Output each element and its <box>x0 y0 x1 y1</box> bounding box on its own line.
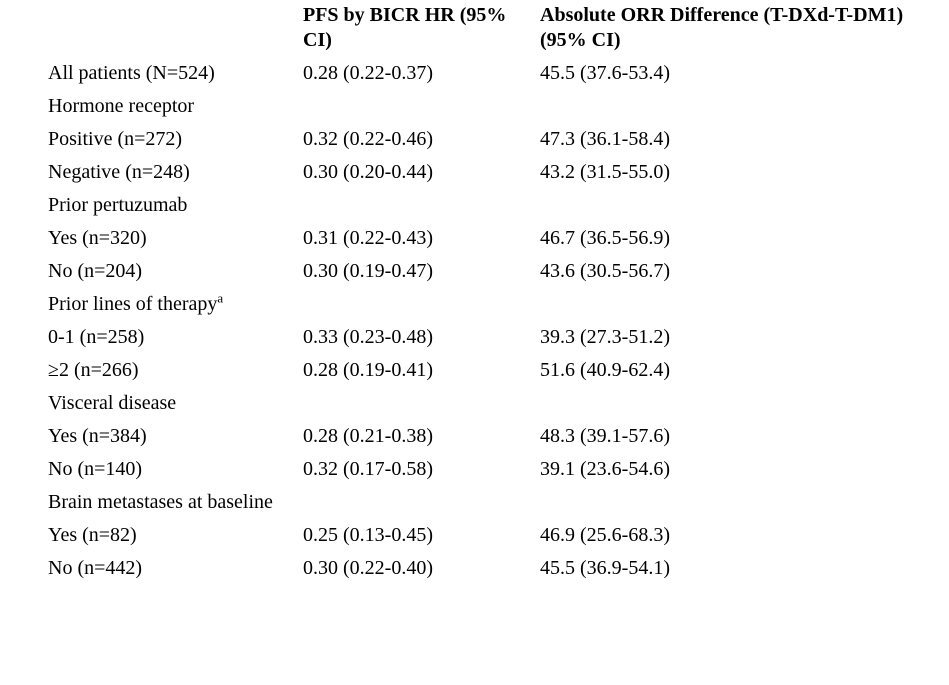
table-row: Prior lines of therapya <box>48 290 940 325</box>
orr-value-cell: 47.3 (36.1-58.4) <box>540 128 670 150</box>
pfs-value-cell <box>303 490 540 523</box>
table-row: Negative (n=248) 0.30 (0.20-0.44) 43.2 (… <box>48 160 940 193</box>
table-row: Hormone receptor <box>48 94 940 127</box>
row-label: Visceral disease <box>48 392 177 414</box>
orr-value-cell: 43.6 (30.5-56.7) <box>540 260 670 282</box>
row-label-cell: All patients (N=524) <box>48 61 303 94</box>
row-label-cell: No (n=442) <box>48 556 303 589</box>
pfs-value-cell: 0.28 (0.19-0.41) <box>303 359 433 381</box>
table-row: No (n=442) 0.30 (0.22-0.40) 45.5 (36.9-5… <box>48 556 940 589</box>
orr-value-cell: 51.6 (40.9-62.4) <box>540 359 670 381</box>
row-label: No (n=442) <box>48 557 143 579</box>
table-body: All patients (N=524) 0.28 (0.22-0.37) 45… <box>48 61 940 589</box>
row-label-cell: Positive (n=272) <box>48 127 303 160</box>
pfs-value-cell: 0.32 (0.22-0.46) <box>303 128 433 150</box>
orr-value-cell: 46.7 (36.5-56.9) <box>540 227 670 249</box>
pfs-value-cell: 0.25 (0.13-0.45) <box>303 524 433 546</box>
row-label: Yes (n=384) <box>48 425 147 447</box>
row-label: Negative (n=248) <box>48 161 190 183</box>
pfs-value-cell: 0.31 (0.22-0.43) <box>303 227 433 249</box>
pfs-value-cell: 0.28 (0.22-0.37) <box>303 62 433 84</box>
row-label-cell: No (n=140) <box>48 457 303 490</box>
header-pfs-cell: PFS by BICR HR (95% CI) <box>303 4 507 51</box>
row-label: All patients (N=524) <box>48 62 215 84</box>
row-label: Yes (n=320) <box>48 227 147 249</box>
row-label-cell: Visceral disease <box>48 391 303 424</box>
pfs-value-cell <box>303 391 540 424</box>
table-row: Prior pertuzumab <box>48 193 940 226</box>
pfs-value-cell <box>303 94 540 127</box>
header-subgroup-cell <box>48 3 303 61</box>
header-row: PFS by BICR HR (95% CI) Absolute ORR Dif… <box>48 3 940 61</box>
row-label: Brain metastases at baseline <box>48 491 273 513</box>
row-label-cell: ≥2 (n=266) <box>48 358 303 391</box>
table-row: Positive (n=272) 0.32 (0.22-0.46) 47.3 (… <box>48 127 940 160</box>
table-row: No (n=204) 0.30 (0.19-0.47) 43.6 (30.5-5… <box>48 259 940 292</box>
pfs-value-cell <box>303 292 540 325</box>
row-label-cell: Yes (n=320) <box>48 226 303 259</box>
pfs-value-cell: 0.33 (0.23-0.48) <box>303 326 433 348</box>
row-label-cell: Prior pertuzumab <box>48 193 303 226</box>
table-row: Yes (n=82) 0.25 (0.13-0.45) 46.9 (25.6-6… <box>48 523 940 556</box>
table-row: Brain metastases at baseline <box>48 490 940 523</box>
row-label: 0-1 (n=258) <box>48 326 145 348</box>
row-label-cell: No (n=204) <box>48 259 303 292</box>
row-label: Positive (n=272) <box>48 128 183 150</box>
table-header: PFS by BICR HR (95% CI) Absolute ORR Dif… <box>48 3 940 61</box>
row-label: Prior lines of therapy <box>48 293 218 315</box>
row-label: Hormone receptor <box>48 95 195 117</box>
pfs-value-cell: 0.32 (0.17-0.58) <box>303 458 433 480</box>
orr-value-cell <box>540 94 940 127</box>
row-label-cell: Prior lines of therapya <box>48 290 303 325</box>
row-label: No (n=204) <box>48 260 143 282</box>
table-row: Visceral disease <box>48 391 940 424</box>
orr-value-cell: 48.3 (39.1-57.6) <box>540 425 670 447</box>
row-label-cell: Yes (n=82) <box>48 523 303 556</box>
orr-value-cell <box>540 391 940 424</box>
row-label: Yes (n=82) <box>48 524 137 546</box>
orr-value-cell: 46.9 (25.6-68.3) <box>540 524 670 546</box>
row-label-cell: 0-1 (n=258) <box>48 325 303 358</box>
table-row: No (n=140) 0.32 (0.17-0.58) 39.1 (23.6-5… <box>48 457 940 490</box>
orr-value-cell: 39.3 (27.3-51.2) <box>540 326 670 348</box>
row-label-cell: Yes (n=384) <box>48 424 303 457</box>
pfs-value-cell: 0.30 (0.20-0.44) <box>303 161 433 183</box>
table-row: Yes (n=320) 0.31 (0.22-0.43) 46.7 (36.5-… <box>48 226 940 259</box>
header-orr-cell: Absolute ORR Difference (T-DXd-T-DM1) (9… <box>540 4 904 51</box>
row-label: ≥2 (n=266) <box>48 359 139 381</box>
pfs-value-cell <box>303 193 540 226</box>
orr-value-cell: 39.1 (23.6-54.6) <box>540 458 670 480</box>
table-row: Yes (n=384) 0.28 (0.21-0.38) 48.3 (39.1-… <box>48 424 940 457</box>
table-row: All patients (N=524) 0.28 (0.22-0.37) 45… <box>48 61 940 94</box>
orr-value-cell <box>540 490 940 523</box>
footnote-marker: a <box>217 290 224 306</box>
row-label-cell: Hormone receptor <box>48 94 303 127</box>
pfs-value-cell: 0.28 (0.21-0.38) <box>303 425 433 447</box>
orr-value-cell: 45.5 (36.9-54.1) <box>540 557 670 579</box>
pfs-value-cell: 0.30 (0.19-0.47) <box>303 260 433 282</box>
orr-value-cell: 43.2 (31.5-55.0) <box>540 161 670 183</box>
row-label: No (n=140) <box>48 458 143 480</box>
orr-value-cell <box>540 292 940 325</box>
row-label-cell: Negative (n=248) <box>48 160 303 193</box>
subgroup-analysis-table: PFS by BICR HR (95% CI) Absolute ORR Dif… <box>48 3 940 589</box>
row-label: Prior pertuzumab <box>48 194 188 216</box>
orr-value-cell: 45.5 (37.6-53.4) <box>540 62 670 84</box>
table-row: 0-1 (n=258) 0.33 (0.23-0.48) 39.3 (27.3-… <box>48 325 940 358</box>
orr-value-cell <box>540 193 940 226</box>
table-row: ≥2 (n=266) 0.28 (0.19-0.41) 51.6 (40.9-6… <box>48 358 940 391</box>
row-label-cell: Brain metastases at baseline <box>48 490 303 523</box>
pfs-value-cell: 0.30 (0.22-0.40) <box>303 557 433 579</box>
